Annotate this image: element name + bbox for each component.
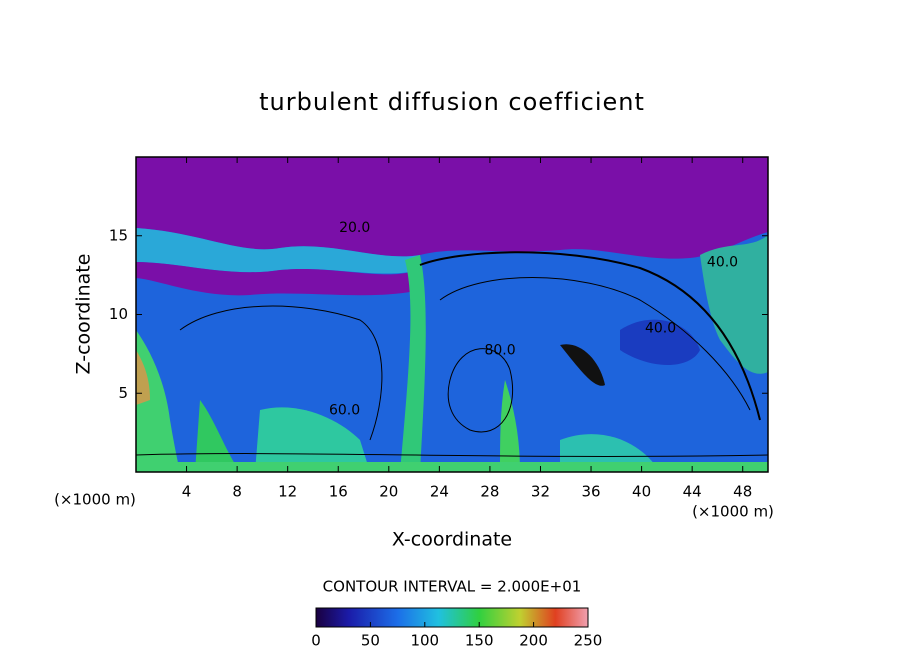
green-patch [255,407,370,472]
y-tick-label: 10 [109,305,128,323]
right-region [700,235,768,374]
colorbar-tick-label: 150 [465,632,494,650]
y-tick-label: 5 [118,384,128,402]
colorbar-tick-label: 0 [311,632,321,650]
x-tick-label: 20 [379,483,398,501]
x-tick-label: 28 [480,483,499,501]
colorbar [315,607,589,628]
x-tick-label: 40 [632,483,651,501]
x-unit: (×1000 m) [54,491,136,509]
x-axis-label: X-coordinate [392,529,512,551]
chart-title: turbulent diffusion coefficient [259,88,645,116]
x-tick-label: 24 [430,483,449,501]
y-axis-label: Z-coordinate [73,254,95,375]
purple-band [136,262,410,296]
x-tick-label: 44 [683,483,702,501]
contour-label: 80.0 [484,343,515,359]
colorbar-tick-label: 50 [361,632,380,650]
contour-line [439,277,751,411]
colorbar-tick-label: 250 [574,632,603,650]
green-column [400,255,426,472]
x-tick-label: 32 [531,483,550,501]
upper-region [136,157,768,259]
contour-line [560,344,605,386]
contour-line [447,348,514,433]
colorbar-tick-label: 200 [519,632,548,650]
x-tick-label: 16 [329,483,348,501]
x-tick-label: 4 [182,483,192,501]
low-region [620,319,700,365]
contour-label: 40.0 [707,255,738,271]
contour-line [419,251,761,421]
green-patch [136,330,180,472]
contour-label: 20.0 [339,220,370,236]
contour-label: 40.0 [645,321,676,337]
contour-line [179,305,383,441]
colorbar-tick-label: 100 [410,632,439,650]
x-tick-label: 48 [733,483,752,501]
field [136,157,768,472]
x-tick-label: 12 [278,483,297,501]
contour-interval: CONTOUR INTERVAL = 2.000E+01 [323,578,582,596]
x-tick-label: 8 [232,483,242,501]
contour-line [136,453,768,457]
x-tick-label: 36 [581,483,600,501]
cloud-top [136,228,420,274]
x-unit: (×1000 m) [692,503,774,521]
y-tick-label: 15 [109,226,128,244]
warm-patch [136,350,150,405]
contour-label: 60.0 [329,403,360,419]
green-column [500,380,520,472]
surface-band [136,462,768,472]
